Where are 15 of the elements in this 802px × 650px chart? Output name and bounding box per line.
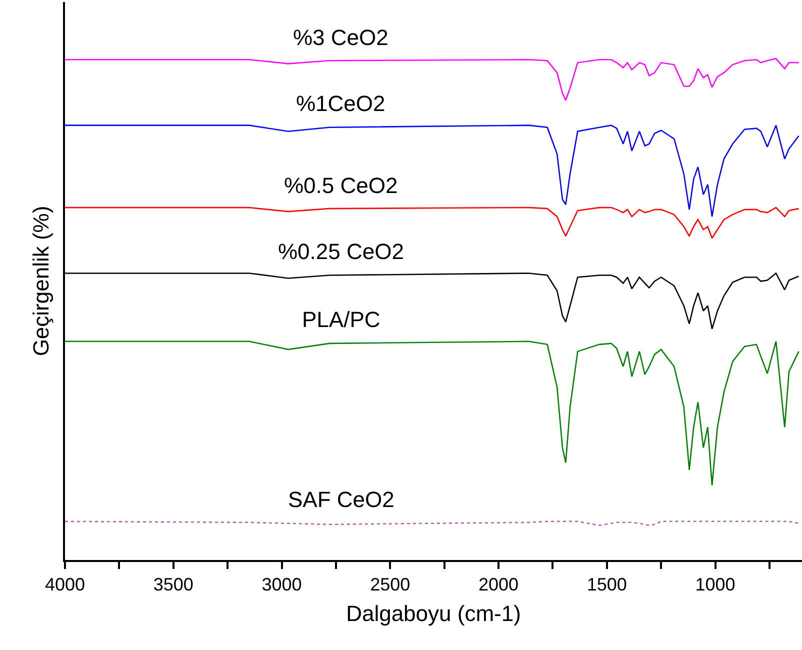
x-tick-label: 4000 bbox=[44, 574, 86, 595]
y-axis-title: Geçirgenlik (%) bbox=[28, 206, 54, 356]
x-tick-label: 3000 bbox=[262, 574, 302, 595]
x-tick-label: 3500 bbox=[153, 574, 194, 595]
x-tick-label: 2500 bbox=[370, 574, 410, 595]
series-label: %1CeO2 bbox=[296, 91, 386, 116]
x-tick-label: 2000 bbox=[478, 574, 519, 595]
x-axis-title: Dalgaboyu (cm-1) bbox=[346, 601, 521, 626]
x-tick-label: 1500 bbox=[586, 574, 627, 595]
series-label: %3 CeO2 bbox=[293, 25, 388, 50]
x-tick-label: 1000 bbox=[695, 574, 736, 595]
series-label: %0.25 CeO2 bbox=[278, 239, 404, 264]
series-label: SAF CeO2 bbox=[288, 487, 394, 512]
series-label: %0.5 CeO2 bbox=[284, 173, 398, 198]
series-label: PLA/PC bbox=[302, 307, 380, 332]
